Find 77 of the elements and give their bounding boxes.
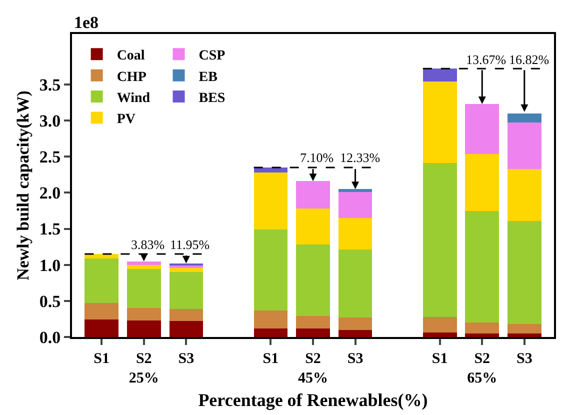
bar: [465, 104, 500, 154]
y-tick-label: 2.0: [39, 184, 61, 203]
bar: [296, 316, 330, 328]
x-tick-label: S1: [432, 351, 448, 367]
bar: [169, 308, 204, 322]
bar: [338, 218, 372, 250]
bar: [422, 163, 457, 317]
annotation: 3.83%: [131, 237, 165, 252]
bar: [338, 250, 372, 318]
bar: [126, 261, 161, 265]
bar: [254, 230, 288, 310]
legend-label: PV: [116, 112, 136, 128]
bar: [296, 244, 330, 316]
x-tick-label: S3: [178, 351, 194, 367]
y-tick-label: 0.5: [39, 292, 61, 311]
x-tick-label: S3: [347, 351, 364, 367]
bar: [465, 154, 500, 211]
y-tick-label: 1.0: [39, 256, 61, 275]
bar: [169, 263, 204, 266]
x-tick-label: S1: [94, 351, 110, 367]
bar: [84, 258, 119, 304]
y-tick-label: 0.0: [39, 328, 61, 347]
y-tick-label: 2.5: [39, 148, 61, 167]
bar: [126, 269, 161, 308]
bar: [507, 168, 542, 221]
x-tick-label: S3: [516, 351, 532, 367]
bar: [84, 303, 119, 320]
annotation: 12.33%: [340, 150, 380, 165]
annotation: 7.10%: [300, 150, 334, 165]
y-tick-label: 3.0: [39, 112, 61, 131]
bar: [254, 167, 288, 173]
bar: [126, 320, 161, 337]
bar: [338, 192, 372, 218]
bar: [422, 82, 457, 164]
bar: [465, 210, 500, 323]
legend-label: BES: [198, 91, 226, 106]
x-tick-label: S2 65%: [467, 351, 498, 386]
x-tick-label: S2 45%: [298, 351, 328, 386]
bar: [254, 172, 288, 230]
annotation: 13.67%: [466, 52, 506, 67]
legend-label: Wind: [116, 91, 150, 106]
legend-label: CHP: [116, 70, 147, 85]
bar: [465, 322, 500, 334]
x-tick-label: S2 25%: [128, 351, 159, 386]
bar: [338, 330, 372, 337]
bar: [507, 324, 542, 334]
bar: [169, 321, 204, 337]
bar: [126, 308, 161, 320]
y-tick-label: 1.5: [39, 220, 61, 239]
bar: [338, 189, 372, 192]
bar: [465, 333, 500, 337]
text: 1e8: [74, 13, 99, 32]
legend-label: CSP: [198, 48, 226, 64]
bar: [296, 181, 330, 209]
bar: [126, 264, 161, 270]
bar: [169, 272, 204, 309]
bar: [422, 68, 457, 82]
bar: [507, 122, 542, 169]
x-axis-title: Percentage of Renewables(%): [198, 390, 428, 410]
bar: [338, 318, 372, 330]
legend-label: EB: [198, 70, 218, 85]
bar: [254, 310, 288, 328]
y-axis-title: Newly build capacity(kW): [13, 90, 32, 280]
x-tick-label: S1: [262, 351, 279, 367]
annotation: 11.95%: [170, 237, 210, 252]
bar: [296, 208, 330, 245]
bar: [422, 316, 457, 333]
bar: [422, 332, 457, 337]
bar: [254, 328, 288, 337]
bar: [84, 320, 119, 337]
bar: [296, 328, 330, 337]
annotation: 16.82%: [509, 52, 550, 67]
bar: [507, 333, 542, 337]
bar: [507, 220, 542, 324]
legend-label: Coal: [116, 48, 145, 64]
y-tick-label: 3.5: [39, 75, 61, 94]
bar: [507, 113, 542, 123]
